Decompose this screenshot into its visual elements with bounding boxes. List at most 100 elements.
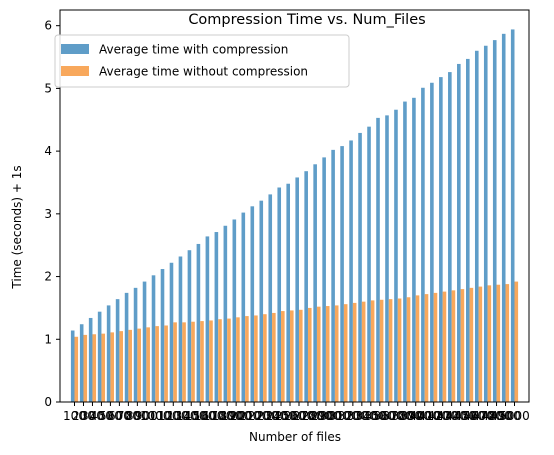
bar-without-compression	[290, 310, 294, 402]
bar-without-compression	[308, 308, 312, 402]
bar-with-compression	[403, 102, 407, 402]
bar-without-compression	[75, 337, 79, 402]
y-tick-label: 2	[44, 270, 52, 284]
bar-without-compression	[362, 302, 366, 402]
bar-with-compression	[71, 331, 75, 403]
bar-without-compression	[263, 314, 267, 402]
bar-without-compression	[83, 335, 87, 402]
bar-with-compression	[304, 171, 308, 402]
bar-with-compression	[349, 140, 353, 402]
bar-without-compression	[470, 288, 474, 402]
y-tick-label: 0	[44, 395, 52, 409]
bar-without-compression	[245, 316, 249, 402]
bar-with-compression	[161, 269, 165, 402]
x-axis-label: Number of files	[249, 430, 341, 444]
bar-with-compression	[466, 59, 470, 402]
bar-without-compression	[110, 332, 114, 402]
bar-without-compression	[101, 334, 105, 402]
bar-without-compression	[272, 313, 276, 402]
bar-with-compression	[170, 263, 174, 402]
bar-with-compression	[385, 115, 389, 402]
y-tick-label: 6	[44, 19, 52, 33]
bar-with-compression	[98, 312, 102, 402]
bar-with-compression	[206, 236, 210, 402]
bar-without-compression	[218, 319, 222, 402]
bar-with-compression	[197, 244, 201, 402]
bar-without-compression	[146, 327, 150, 402]
bar-without-compression	[119, 331, 123, 402]
bar-with-compression	[511, 29, 515, 402]
bar-without-compression	[326, 306, 330, 402]
bar-with-compression	[421, 88, 425, 402]
bar-without-compression	[209, 320, 213, 402]
bar-without-compression	[128, 330, 132, 402]
bar-with-compression	[277, 188, 281, 403]
bar-with-compression	[152, 275, 156, 402]
bar-without-compression	[164, 325, 168, 402]
bar-without-compression	[371, 300, 375, 402]
bar-with-compression	[259, 201, 263, 402]
bar-with-compression	[502, 34, 506, 402]
bar-without-compression	[173, 322, 177, 402]
legend: Average time with compression Average ti…	[55, 35, 349, 87]
bar-without-compression	[434, 293, 438, 402]
bar-without-compression	[497, 285, 501, 402]
bar-with-compression	[80, 324, 84, 402]
bar-with-compression	[295, 177, 299, 402]
bar-without-compression	[137, 329, 141, 402]
bar-without-compression	[425, 294, 429, 402]
bar-without-compression	[227, 319, 231, 402]
bar-with-compression	[430, 83, 434, 402]
legend-swatch-without-compression	[61, 66, 89, 76]
bar-with-compression	[179, 256, 183, 402]
bar-with-compression	[250, 206, 254, 402]
bar-without-compression	[200, 321, 204, 402]
x-axis: 1002003004005006007008009001000110012001…	[63, 402, 530, 423]
bar-with-compression	[340, 146, 344, 402]
bar-without-compression	[506, 284, 510, 402]
bar-with-compression	[457, 64, 461, 402]
bar-with-compression	[224, 226, 228, 402]
bar-with-compression	[268, 194, 272, 402]
bar-with-compression	[484, 46, 488, 402]
bar-with-compression	[394, 110, 398, 402]
bar-without-compression	[317, 307, 321, 402]
bar-with-compression	[116, 299, 120, 402]
bar-without-compression	[281, 311, 285, 402]
bar-without-compression	[335, 305, 339, 402]
bar-with-compression	[376, 118, 380, 402]
bar-without-compression	[398, 299, 402, 402]
bar-with-compression	[439, 77, 443, 402]
bar-with-compression	[215, 232, 219, 402]
bar-with-compression	[358, 133, 362, 402]
bar-with-compression	[412, 98, 416, 402]
bar-without-compression	[182, 322, 186, 402]
bar-with-compression	[188, 250, 192, 402]
bar-with-compression	[242, 213, 246, 402]
bar-with-compression	[286, 184, 290, 402]
legend-label-with-compression: Average time with compression	[99, 43, 288, 57]
y-tick-label: 3	[44, 207, 52, 221]
bar-without-compression	[479, 287, 483, 402]
bar-with-compression	[475, 51, 479, 402]
bar-without-compression	[236, 317, 240, 402]
bar-without-compression	[380, 300, 384, 402]
bar-without-compression	[452, 290, 456, 402]
bar-with-compression	[134, 288, 138, 402]
bar-without-compression	[92, 334, 96, 402]
bar-without-compression	[416, 295, 420, 402]
y-tick-label: 5	[44, 81, 52, 95]
bar-with-compression	[448, 72, 452, 402]
legend-label-without-compression: Average time without compression	[99, 65, 308, 79]
bar-with-compression	[143, 282, 147, 402]
bar-with-compression	[331, 150, 335, 402]
bar-with-compression	[367, 127, 371, 402]
bar-without-compression	[299, 310, 303, 402]
bar-without-compression	[389, 299, 393, 402]
bar-without-compression	[254, 315, 258, 402]
bar-without-compression	[191, 322, 195, 402]
bar-with-compression	[322, 157, 326, 402]
legend-swatch-with-compression	[61, 44, 89, 54]
chart-title: Compression Time vs. Num_Files	[188, 12, 425, 28]
